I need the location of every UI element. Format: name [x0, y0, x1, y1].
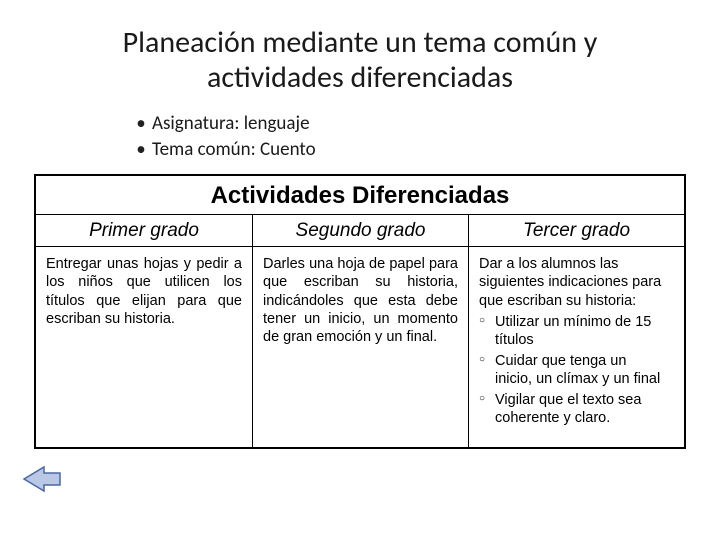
activities-table: Actividades Diferenciadas Primer grado S…: [34, 174, 686, 449]
bullet-dot-icon: •: [130, 111, 152, 137]
sub-item-text: Utilizar un mínimo de 15: [493, 313, 674, 331]
cell-tercer: Dar a los alumnos las siguientes indicac…: [468, 247, 684, 447]
sub-item-extra: títulos: [479, 331, 674, 349]
table-header-row: Primer grado Segundo grado Tercer grado: [36, 215, 684, 247]
circle-bullet-icon: ○: [479, 352, 493, 370]
bullet-item: • Asignatura: lenguaje: [130, 111, 720, 137]
sub-item: ○ Vigilar que el texto sea: [479, 391, 674, 409]
cell-segundo: Darles una hoja de papel para que escrib…: [252, 247, 468, 447]
circle-bullet-icon: ○: [479, 313, 493, 331]
sub-item-text: Cuidar que tenga un: [493, 352, 674, 370]
slide-title: Planeación mediante un tema común y acti…: [0, 0, 720, 105]
sub-item: ○ Utilizar un mínimo de 15: [479, 313, 674, 331]
cell-tercer-intro: Dar a los alumnos las siguientes indicac…: [479, 255, 674, 309]
column-header-segundo: Segundo grado: [252, 215, 468, 246]
sub-item: ○ Cuidar que tenga un: [479, 352, 674, 370]
bullet-item: • Tema común: Cuento: [130, 137, 720, 163]
bullet-dot-icon: •: [130, 137, 152, 163]
sub-item-extra: inicio, un clímax y un final: [479, 370, 674, 388]
column-header-tercer: Tercer grado: [468, 215, 684, 246]
sub-item-text: Vigilar que el texto sea: [493, 391, 674, 409]
table-body-row: Entregar unas hojas y pedir a los niños …: [36, 247, 684, 447]
sub-item-extra: coherente y claro.: [479, 409, 674, 427]
bullet-text: Tema común: Cuento: [152, 137, 316, 163]
circle-bullet-icon: ○: [479, 391, 493, 409]
column-header-primer: Primer grado: [36, 215, 252, 246]
table-title: Actividades Diferenciadas: [36, 176, 684, 215]
back-arrow-button[interactable]: [22, 465, 62, 498]
bullet-list: • Asignatura: lenguaje • Tema común: Cue…: [0, 105, 720, 172]
cell-primer: Entregar unas hojas y pedir a los niños …: [36, 247, 252, 447]
arrow-left-icon: [24, 467, 60, 491]
bullet-text: Asignatura: lenguaje: [152, 111, 310, 137]
